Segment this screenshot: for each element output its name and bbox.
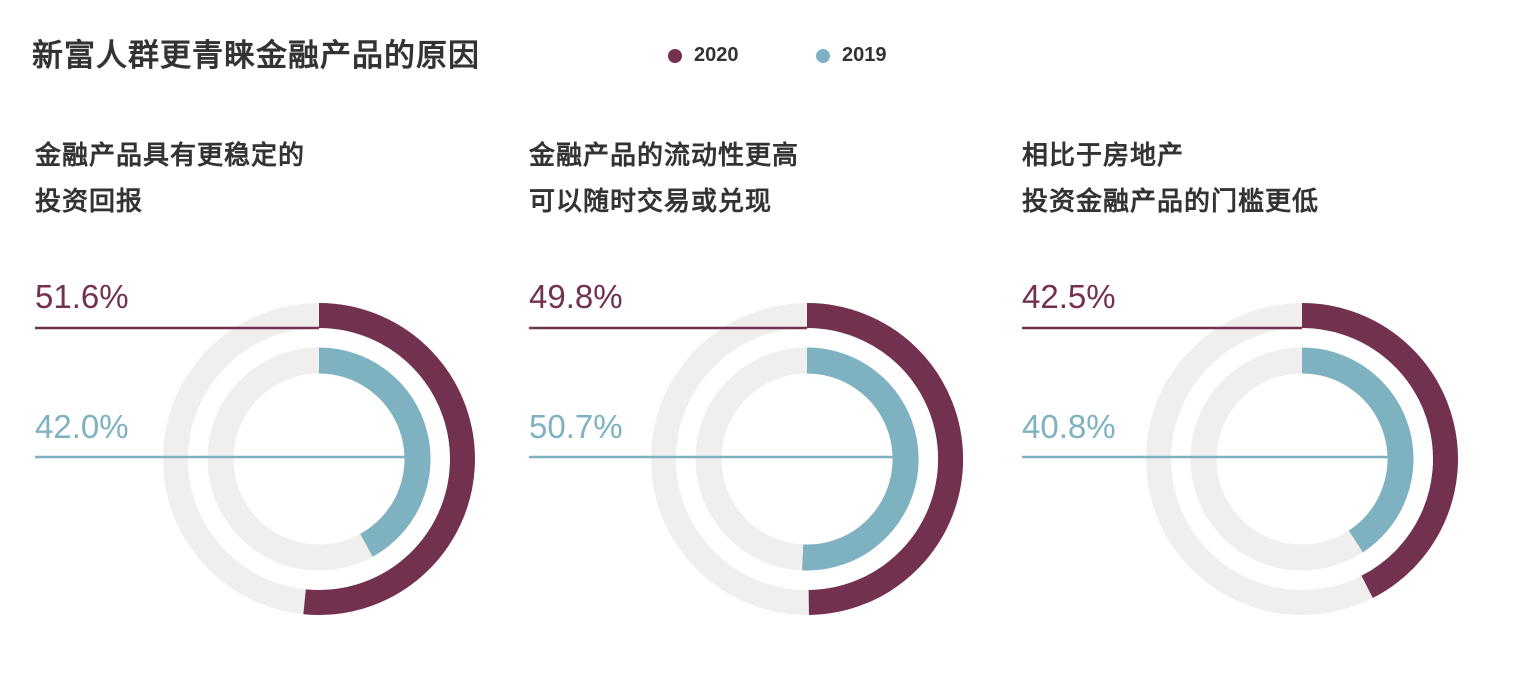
legend-dot-icon <box>668 48 682 63</box>
chart-title: 新富人群更青睐金融产品的原因 <box>32 38 480 74</box>
donut-arc-2020 <box>806 303 964 615</box>
donut-arc-2020 <box>303 303 475 615</box>
legend-label: 2019 <box>842 44 887 66</box>
legend-item-2020: 2020 <box>668 44 739 67</box>
donut-arc-2019 <box>1301 347 1414 553</box>
data-label-2019: 42.0% <box>35 408 129 445</box>
legend-label: 2020 <box>694 44 739 66</box>
subplot-title: 金融产品具有更稳定的 <box>35 141 306 171</box>
subplot-title: 金融产品的流动性更高 <box>529 141 800 171</box>
subplot-title: 投资回报 <box>35 187 144 217</box>
subplot-title: 投资金融产品的门槛更低 <box>1022 187 1320 217</box>
donut-arc-2019 <box>318 347 431 557</box>
legend-dot-icon <box>816 48 830 63</box>
legend-item-2019: 2019 <box>816 44 887 67</box>
data-label-2019: 50.7% <box>529 408 623 445</box>
data-label-2019: 40.8% <box>1022 408 1116 445</box>
data-label-2020: 51.6% <box>35 278 129 315</box>
donut-arc-2019 <box>802 347 919 571</box>
subplot-title: 可以随时交易或兑现 <box>529 187 773 217</box>
data-label-2020: 49.8% <box>529 278 623 315</box>
donut-arc-2020 <box>1301 303 1458 598</box>
subplot-title: 相比于房地产 <box>1022 141 1185 171</box>
data-label-2020: 42.5% <box>1022 278 1116 315</box>
